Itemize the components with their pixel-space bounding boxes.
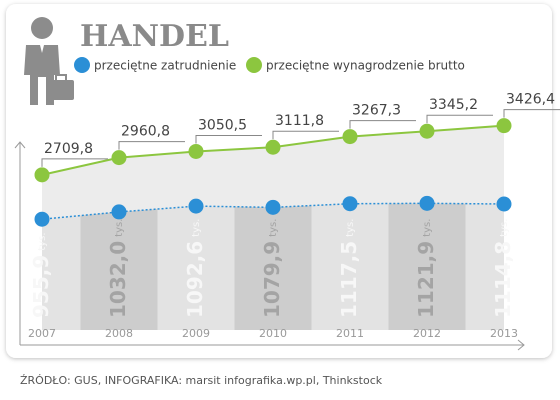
- value-label-unit: tys.: [345, 219, 356, 237]
- value-label: 1092,6 tys.: [183, 219, 207, 318]
- point: [342, 196, 358, 212]
- value-label-unit: tys.: [268, 219, 279, 237]
- chart-title: HANDEL: [80, 19, 229, 54]
- x-arrow: [517, 339, 525, 351]
- value-label: 1117,5 tys.: [337, 219, 361, 318]
- legend-marker: [74, 57, 90, 73]
- value-label: 1121,9 tys.: [414, 219, 438, 318]
- value-label-unit: tys.: [191, 219, 202, 237]
- value-label-number: 1032,0: [106, 241, 130, 318]
- value-label: 3111,8: [275, 113, 324, 129]
- x-tick-label: 2013: [490, 327, 518, 340]
- source: ŹRÓDŁO: GUS, INFOGRAFIKA: marsit infogra…: [20, 374, 383, 387]
- value-label: 3345,2: [429, 97, 478, 113]
- point: [419, 195, 435, 211]
- x-tick-label: 2010: [259, 327, 287, 340]
- value-label-unit: tys.: [37, 233, 48, 251]
- value-label: 955,9 tys.: [29, 233, 53, 319]
- x-tick-label: 2012: [413, 327, 441, 340]
- point: [496, 118, 512, 134]
- value-label: 2709,8: [44, 141, 93, 157]
- point: [265, 139, 281, 155]
- value-label-number: 1092,6: [183, 241, 207, 318]
- x-tick-label: 2009: [182, 327, 210, 340]
- point: [111, 150, 127, 166]
- label-bracket: [503, 109, 560, 118]
- value-label-number: 1114,8: [491, 241, 515, 318]
- legend-label: przeciętne wynagrodzenie brutto: [266, 59, 465, 73]
- point: [188, 143, 204, 159]
- point: [419, 123, 435, 139]
- band: [388, 203, 466, 330]
- y-arrow: [14, 141, 26, 149]
- value-label-unit: tys.: [499, 219, 510, 237]
- value-label-number: 955,9: [29, 255, 53, 318]
- band: [80, 203, 158, 330]
- point: [342, 129, 358, 145]
- label-bracket: [195, 134, 262, 144]
- point: [111, 204, 127, 220]
- value-label: 1079,9 tys.: [260, 219, 284, 318]
- value-label-number: 1121,9: [414, 241, 438, 318]
- value-label-number: 1117,5: [337, 241, 361, 318]
- icon: [24, 17, 74, 105]
- value-label: 2960,8: [121, 124, 170, 140]
- legend-marker: [246, 57, 262, 73]
- label-bracket: [272, 130, 339, 140]
- value-label: 3267,3: [352, 103, 401, 119]
- legend-label: przeciętne zatrudnienie: [94, 59, 236, 73]
- value-label: 3426,4: [506, 92, 555, 108]
- band: [234, 203, 312, 330]
- point: [34, 167, 50, 183]
- value-label: 1032,0 tys.: [106, 219, 130, 318]
- value-label-unit: tys.: [114, 219, 125, 237]
- value-label-unit: tys.: [422, 219, 433, 237]
- point: [188, 198, 204, 214]
- label-bracket: [426, 114, 493, 124]
- label-bracket: [41, 158, 108, 167]
- x-tick-label: 2007: [28, 327, 56, 340]
- label-bracket: [349, 120, 416, 129]
- value-label-number: 1079,9: [260, 241, 284, 318]
- label-bracket: [118, 141, 185, 150]
- x-tick-label: 2011: [336, 327, 364, 340]
- value-label: 3050,5: [198, 117, 247, 133]
- point: [34, 211, 50, 227]
- point: [496, 196, 512, 212]
- x-tick-label: 2008: [105, 327, 133, 340]
- point: [265, 199, 281, 215]
- value-label: 1114,8 tys.: [491, 219, 515, 318]
